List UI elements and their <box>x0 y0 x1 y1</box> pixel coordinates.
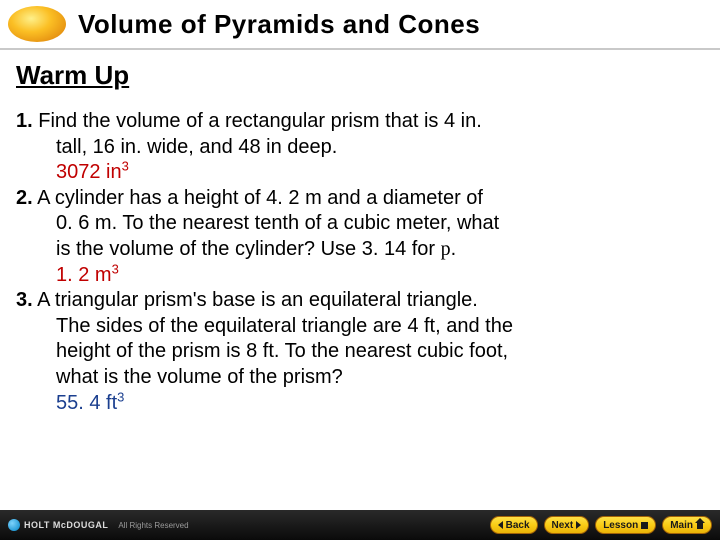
nav-label: Next <box>552 520 574 531</box>
problem-text: The sides of the equilateral triangle ar… <box>56 314 702 340</box>
brand-dot-icon <box>8 519 20 531</box>
problem-text: Find the volume of a rectangular prism t… <box>38 110 482 132</box>
problem-text: 0. 6 m. To the nearest tenth of a cubic … <box>56 211 702 237</box>
problem-text: what is the volume of the prism? <box>56 365 702 391</box>
header-title: Volume of Pyramids and Cones <box>78 9 480 40</box>
nav-label: Back <box>506 520 530 531</box>
problem-answer: 55. 4 ft3 <box>56 391 702 417</box>
problem-text-part: . <box>451 238 457 260</box>
problem-answer: 1. 2 m3 <box>56 263 702 289</box>
chevron-left-icon <box>498 521 503 529</box>
problem-3: 3. A triangular prism's base is an equil… <box>16 288 702 416</box>
pi-symbol: p <box>441 238 451 260</box>
square-icon <box>641 522 648 529</box>
content-area: Warm Up 1. Find the volume of a rectangu… <box>0 50 720 416</box>
problem-text: height of the prism is 8 ft. To the near… <box>56 339 702 365</box>
problem-number: 3. <box>16 289 33 311</box>
problem-1: 1. Find the volume of a rectangular pris… <box>16 109 702 186</box>
problem-text: is the volume of the cylinder? Use 3. 14… <box>56 237 702 263</box>
main-button[interactable]: Main <box>662 516 712 534</box>
problems-block: 1. Find the volume of a rectangular pris… <box>16 109 702 416</box>
answer-exponent: 3 <box>122 159 129 174</box>
answer-value: 3072 in <box>56 161 122 183</box>
problem-text-part: is the volume of the cylinder? Use 3. 14… <box>56 238 441 260</box>
problem-text: A cylinder has a height of 4. 2 m and a … <box>37 187 483 209</box>
answer-value: 55. 4 ft <box>56 392 117 414</box>
header-oval-icon <box>8 6 66 42</box>
lesson-button[interactable]: Lesson <box>595 516 656 534</box>
problem-number: 2. <box>16 187 33 209</box>
slide-header: Volume of Pyramids and Cones <box>0 0 720 48</box>
nav-buttons: Back Next Lesson Main <box>490 516 712 534</box>
footer-bar: HOLT McDOUGAL All Rights Reserved Back N… <box>0 510 720 540</box>
problem-text: A triangular prism's base is an equilate… <box>37 289 478 311</box>
problem-text: tall, 16 in. wide, and 48 in deep. <box>56 135 702 161</box>
nav-label: Lesson <box>603 520 638 531</box>
problem-answer: 3072 in3 <box>56 160 702 186</box>
chevron-right-icon <box>576 521 581 529</box>
back-button[interactable]: Back <box>490 516 538 534</box>
answer-value: 1. 2 m <box>56 264 112 286</box>
answer-exponent: 3 <box>112 261 119 276</box>
next-button[interactable]: Next <box>544 516 590 534</box>
section-title: Warm Up <box>16 60 702 91</box>
footer-brand-text: HOLT McDOUGAL <box>24 520 108 530</box>
answer-exponent: 3 <box>117 389 124 404</box>
nav-label: Main <box>670 520 693 531</box>
home-icon <box>696 521 704 529</box>
footer-copyright: All Rights Reserved <box>118 521 188 530</box>
problem-number: 1. <box>16 110 33 132</box>
footer-brand-block: HOLT McDOUGAL All Rights Reserved <box>8 519 490 531</box>
problem-2: 2. A cylinder has a height of 4. 2 m and… <box>16 186 702 288</box>
